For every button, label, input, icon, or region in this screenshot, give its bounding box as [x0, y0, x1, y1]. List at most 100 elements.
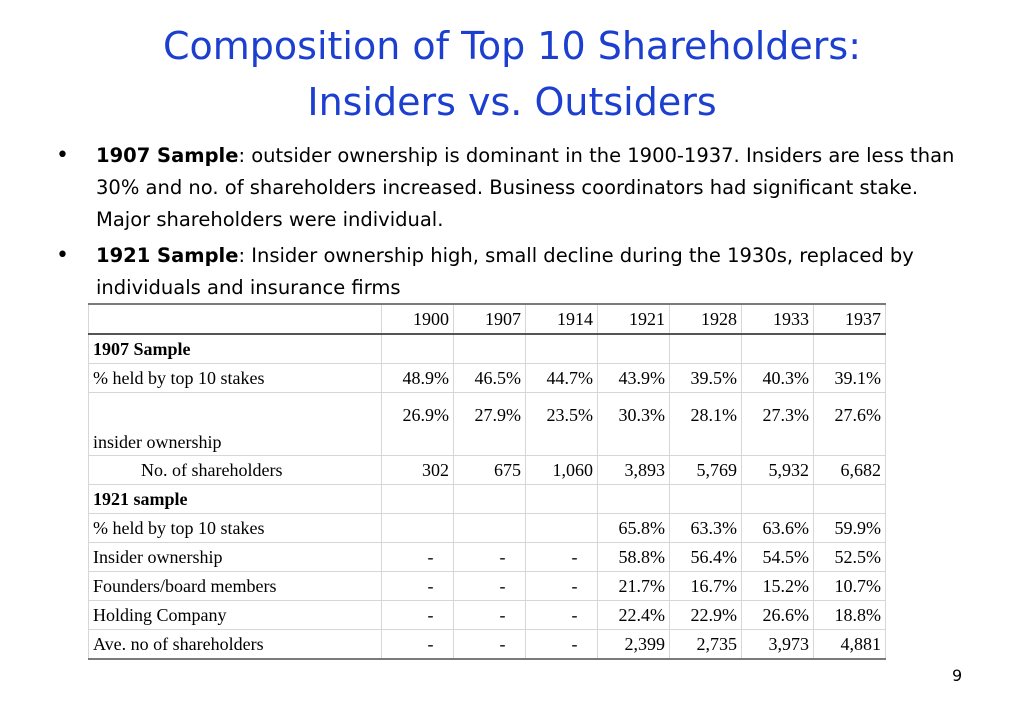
title-line-1: Composition of Top 10 Shareholders: [162, 24, 861, 68]
value-cell: - [453, 600, 526, 630]
value-cell: - [525, 629, 598, 660]
table-row: No. of shareholders 302 675 1,060 3,893 5,769… [88, 455, 886, 485]
empty-cell [453, 484, 526, 514]
value-cell: 39.5% [669, 363, 742, 393]
table-row: insider ownership 26.9% 27.9% 23.5% 30.3% 28.… [88, 392, 886, 456]
value-cell: - [453, 629, 526, 660]
year-header-cell: 1933 [741, 303, 814, 335]
table-row: Founders/board members - - -21.7% 16.7% 15.2%… [88, 571, 886, 601]
empty-cell [669, 484, 742, 514]
bullet-heading: 1921 Sample [96, 244, 239, 267]
row-label: % held by top 10 stakes [88, 513, 382, 543]
empty-cell [813, 333, 886, 364]
value-cell: 23.5% [525, 392, 598, 456]
bullet-text: : Insider ownership high, small decline … [96, 244, 914, 299]
bullet-list: • 1907 Sample: outsider ownership is dom… [56, 140, 956, 308]
value-cell: 46.5% [453, 363, 526, 393]
section-label: 1907 Sample [88, 333, 382, 364]
value-cell: 22.9% [669, 600, 742, 630]
empty-cell [381, 484, 454, 514]
table-row: Insider ownership - - -58.8% 56.4% 54.5% 52.5% [88, 542, 886, 572]
row-label: Founders/board members [88, 571, 382, 601]
value-cell: - [525, 542, 598, 572]
year-header-cell: 1907 [453, 303, 526, 335]
section-header-row: 1921 sample [88, 484, 886, 514]
value-cell: - [525, 600, 598, 630]
value-cell [525, 513, 598, 543]
section-header-row: 1907 Sample [88, 333, 886, 364]
empty-cell [741, 484, 814, 514]
value-cell: 27.6% [813, 392, 886, 456]
value-cell: 3,973 [741, 629, 814, 660]
table-row: % held by top 10 stakes 65.8% 63.3% 63.6% 59… [88, 513, 886, 543]
table-row: Holding Company - - -22.4% 22.9% 26.6% 18.8% [88, 600, 886, 630]
value-cell: 18.8% [813, 600, 886, 630]
value-cell: - [453, 542, 526, 572]
year-header-cell: 1900 [381, 303, 454, 335]
value-cell: 56.4% [669, 542, 742, 572]
value-cell: 15.2% [741, 571, 814, 601]
value-cell: 26.6% [741, 600, 814, 630]
value-cell: 63.6% [741, 513, 814, 543]
row-label: % held by top 10 stakes [88, 363, 382, 393]
value-cell: 6,682 [813, 455, 886, 485]
value-cell: - [453, 571, 526, 601]
value-cell: - [381, 600, 454, 630]
value-cell: 2,735 [669, 629, 742, 660]
value-cell: 27.3% [741, 392, 814, 456]
value-cell: 26.9% [381, 392, 454, 456]
bullet-item: • 1907 Sample: outsider ownership is dom… [56, 140, 956, 236]
value-cell: 1,060 [525, 455, 598, 485]
value-cell: 22.4% [597, 600, 670, 630]
row-label: Holding Company [88, 600, 382, 630]
empty-cell [597, 333, 670, 364]
table-corner-cell [88, 303, 382, 335]
bullet-icon: • [56, 143, 69, 168]
bullet-item: • 1921 Sample: Insider ownership high, s… [56, 240, 956, 304]
empty-cell [741, 333, 814, 364]
value-cell: 52.5% [813, 542, 886, 572]
value-cell: - [381, 571, 454, 601]
value-cell: - [381, 542, 454, 572]
empty-cell [453, 333, 526, 364]
empty-cell [669, 333, 742, 364]
value-cell: 48.9% [381, 363, 454, 393]
page-number: 9 [952, 666, 963, 685]
slide-title: Composition of Top 10 Shareholders: Insi… [0, 18, 1024, 130]
value-cell: 302 [381, 455, 454, 485]
value-cell: 16.7% [669, 571, 742, 601]
year-header-cell: 1921 [597, 303, 670, 335]
value-cell: - [381, 629, 454, 660]
table-row: % held by top 10 stakes 48.9% 46.5% 44.7% 43… [88, 363, 886, 393]
value-cell: 4,881 [813, 629, 886, 660]
value-cell: 675 [453, 455, 526, 485]
value-cell: 65.8% [597, 513, 670, 543]
empty-cell [813, 484, 886, 514]
row-label: No. of shareholders [88, 455, 382, 485]
bullet-heading: 1907 Sample [96, 144, 239, 167]
value-cell: 63.3% [669, 513, 742, 543]
value-cell: 30.3% [597, 392, 670, 456]
empty-cell [597, 484, 670, 514]
value-cell: 3,893 [597, 455, 670, 485]
row-label: Insider ownership [88, 542, 382, 572]
table-row: Ave. no of shareholders - - -2,399 2,735 3,97… [88, 629, 886, 660]
table-header-row: 1900 1907 1914 1921 1928 1933 1937 [88, 303, 886, 335]
title-line-2: Insiders vs. Outsiders [307, 80, 717, 124]
value-cell: 58.8% [597, 542, 670, 572]
value-cell: 54.5% [741, 542, 814, 572]
empty-cell [381, 333, 454, 364]
empty-cell [525, 484, 598, 514]
value-cell: 5,932 [741, 455, 814, 485]
value-cell: 21.7% [597, 571, 670, 601]
value-cell: 59.9% [813, 513, 886, 543]
value-cell: 27.9% [453, 392, 526, 456]
shareholder-table: 1900 1907 1914 1921 1928 1933 1937 1907 Sample%… [88, 303, 886, 660]
value-cell: 2,399 [597, 629, 670, 660]
empty-cell [525, 333, 598, 364]
value-cell: 44.7% [525, 363, 598, 393]
value-cell [381, 513, 454, 543]
year-header-cell: 1928 [669, 303, 742, 335]
value-cell: 40.3% [741, 363, 814, 393]
value-cell: 28.1% [669, 392, 742, 456]
